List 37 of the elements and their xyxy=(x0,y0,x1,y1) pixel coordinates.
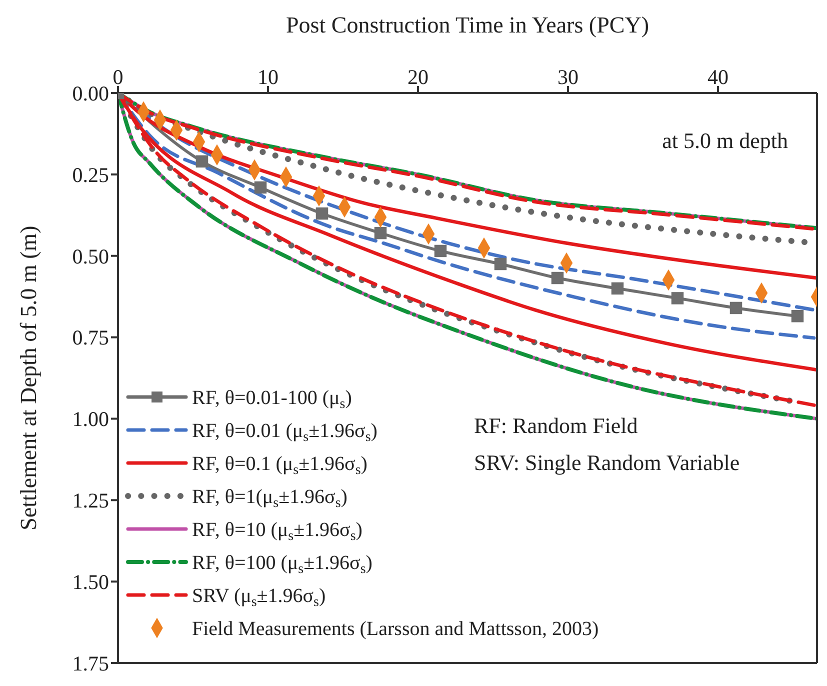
legend-label: RF, θ=10 (μ$_{s}$±1.96σ$_{s}$) xyxy=(192,519,362,544)
y-tick-label: 1.25 xyxy=(72,488,109,513)
y-axis-title: Settlement at Depth of 5.0 m (m) xyxy=(16,226,42,530)
point xyxy=(434,244,447,258)
point xyxy=(730,302,742,314)
annotation: RF: Random Field xyxy=(474,413,638,438)
legend-label: Field Measurements (Larsson and Mattsson, 2003) xyxy=(192,618,599,640)
legend-label: RF, θ=0.01-100 (μ$_{s}$) xyxy=(192,387,352,412)
point xyxy=(791,310,804,322)
legend-label: RF, θ=100 (μ$_{s}$±1.96σ$_{s}$) xyxy=(192,552,372,576)
x-tick-label: 40 xyxy=(708,65,728,89)
point xyxy=(374,226,387,240)
x-tick-label: 20 xyxy=(408,65,428,89)
point xyxy=(254,181,267,194)
x-tick-label: 30 xyxy=(558,65,578,89)
point xyxy=(494,258,507,270)
legend-label: RF, θ=1(μ$_{s}$±1.96σ$_{s}$) xyxy=(192,486,348,510)
legend-label: RF, θ=0.1 (μ$_{s}$±1.96σ$_{s}$) xyxy=(192,453,368,478)
y-tick-label: 1.50 xyxy=(72,570,109,594)
annotation: SRV: Single Random Variable xyxy=(474,450,740,475)
legend-label: SRV (μ$_{s}$±1.96σ$_{s}$) xyxy=(192,585,326,610)
y-tick-label: 1.00 xyxy=(72,407,109,432)
y-tick-label: 1.75 xyxy=(72,651,109,676)
y-tick-label: 0.75 xyxy=(72,326,109,350)
point xyxy=(611,282,624,295)
point xyxy=(671,292,684,304)
y-tick-label: 0.25 xyxy=(72,162,109,187)
x-tick-label: 0 xyxy=(112,65,124,89)
point xyxy=(196,155,208,168)
x-axis-title: Post Construction Time in Years (PCY) xyxy=(286,12,649,38)
annotation: at 5.0 m depth xyxy=(662,128,788,153)
point xyxy=(316,207,328,220)
y-tick-label: 0.50 xyxy=(72,244,109,268)
point xyxy=(551,272,564,284)
x-tick-label: 10 xyxy=(258,65,278,89)
legend-label: RF, θ=0.01 (μ$_{s}$±1.96σ$_{s}$) xyxy=(192,420,378,444)
y-tick-label: 0.00 xyxy=(72,81,109,106)
